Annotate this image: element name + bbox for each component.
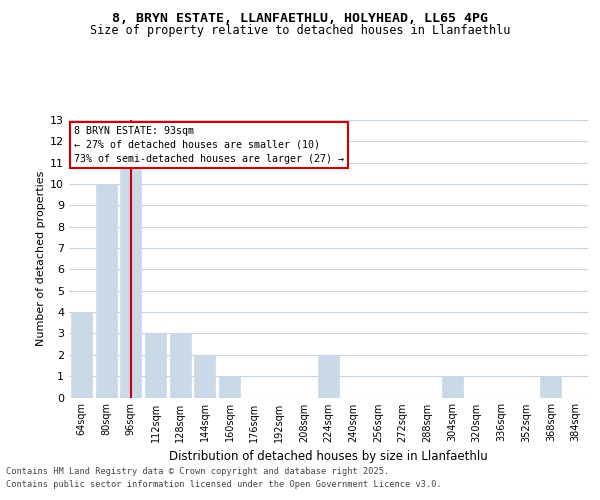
Bar <box>219 376 240 398</box>
Text: Size of property relative to detached houses in Llanfaethlu: Size of property relative to detached ho… <box>90 24 510 37</box>
Bar <box>120 162 141 398</box>
Text: 8 BRYN ESTATE: 93sqm
← 27% of detached houses are smaller (10)
73% of semi-detac: 8 BRYN ESTATE: 93sqm ← 27% of detached h… <box>74 126 344 164</box>
Bar <box>95 184 116 398</box>
Bar <box>71 312 92 398</box>
Bar <box>170 334 191 398</box>
Bar <box>145 334 166 398</box>
Y-axis label: Number of detached properties: Number of detached properties <box>36 171 46 346</box>
Text: Contains HM Land Registry data © Crown copyright and database right 2025.: Contains HM Land Registry data © Crown c… <box>6 467 389 476</box>
Text: 8, BRYN ESTATE, LLANFAETHLU, HOLYHEAD, LL65 4PG: 8, BRYN ESTATE, LLANFAETHLU, HOLYHEAD, L… <box>112 12 488 26</box>
Text: Contains public sector information licensed under the Open Government Licence v3: Contains public sector information licen… <box>6 480 442 489</box>
Bar <box>194 355 215 398</box>
X-axis label: Distribution of detached houses by size in Llanfaethlu: Distribution of detached houses by size … <box>169 450 488 463</box>
Bar <box>442 376 463 398</box>
Bar <box>541 376 562 398</box>
Bar <box>318 355 339 398</box>
